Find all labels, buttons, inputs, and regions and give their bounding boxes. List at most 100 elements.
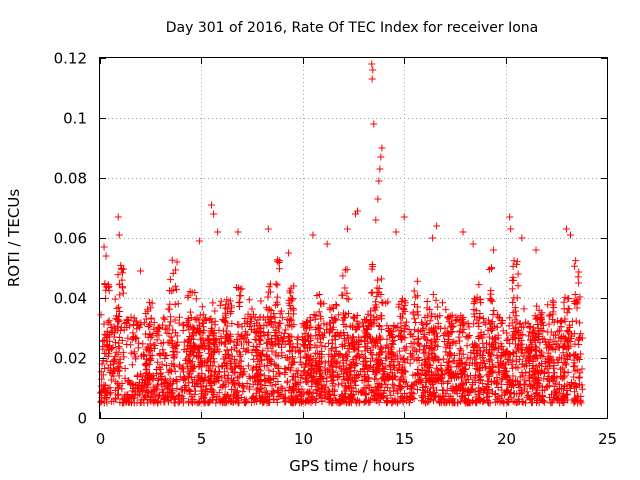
data-point [117, 261, 125, 269]
data-point [456, 359, 464, 367]
data-point [329, 382, 337, 390]
data-point [560, 358, 568, 366]
data-point [313, 362, 321, 370]
data-point [464, 319, 472, 327]
data-point [114, 350, 122, 358]
data-point [521, 376, 529, 384]
data-point [272, 280, 280, 288]
data-point [546, 343, 554, 351]
data-point [174, 300, 182, 308]
data-point [571, 262, 579, 270]
data-point [286, 341, 294, 349]
data-point [307, 369, 315, 377]
data-point [464, 399, 472, 407]
data-point [549, 301, 557, 309]
data-point [571, 367, 579, 375]
data-point [301, 363, 309, 371]
data-point [100, 243, 108, 251]
data-point [389, 375, 397, 383]
data-point [221, 353, 229, 361]
data-point [395, 303, 403, 311]
data-point [392, 398, 400, 406]
data-point [456, 345, 464, 353]
data-point [250, 355, 258, 363]
data-point [572, 350, 580, 358]
data-point [133, 372, 141, 380]
data-point [221, 340, 229, 348]
data-point [113, 304, 121, 312]
data-point [414, 354, 422, 362]
data-point [462, 333, 470, 341]
data-point [239, 388, 247, 396]
data-point [377, 290, 385, 298]
data-point [414, 311, 422, 319]
data-point [453, 390, 461, 398]
data-point [216, 301, 224, 309]
data-point [411, 379, 419, 387]
data-point [267, 313, 275, 321]
data-point [489, 361, 497, 369]
data-point [104, 318, 112, 326]
data-point [350, 361, 358, 369]
data-point [485, 393, 493, 401]
data-point [426, 317, 434, 325]
data-point [554, 328, 562, 336]
data-point [158, 360, 166, 368]
data-point [400, 395, 408, 403]
data-point [575, 279, 583, 287]
y-tick-label: 0 [77, 410, 87, 428]
data-point [302, 325, 310, 333]
data-point [243, 318, 251, 326]
data-point [275, 328, 283, 336]
data-point [221, 359, 229, 367]
data-point [351, 344, 359, 352]
y-tick-label: 0.12 [54, 50, 87, 68]
data-point [116, 291, 124, 299]
data-point [550, 318, 558, 326]
data-point [195, 363, 203, 371]
data-point [397, 385, 405, 393]
data-point [392, 352, 400, 360]
data-point [576, 369, 584, 377]
data-point [385, 361, 393, 369]
data-point [210, 335, 218, 343]
data-point [492, 335, 500, 343]
data-point [431, 313, 439, 321]
data-point [278, 343, 286, 351]
data-point [579, 385, 587, 393]
data-point [372, 303, 380, 311]
data-point [440, 332, 448, 340]
data-point [187, 339, 195, 347]
data-point [469, 396, 477, 404]
data-point [150, 325, 158, 333]
data-point [160, 394, 168, 402]
data-point [330, 356, 338, 364]
data-point [509, 298, 517, 306]
data-point [487, 377, 495, 385]
data-point [311, 315, 319, 323]
data-point [359, 366, 367, 374]
data-point [121, 364, 129, 372]
data-point [482, 363, 490, 371]
data-point [487, 264, 495, 272]
data-point [273, 398, 281, 406]
y-tick-label: 0.06 [54, 230, 87, 248]
data-point [167, 389, 175, 397]
data-point [383, 341, 391, 349]
data-point [387, 391, 395, 399]
data-point [99, 345, 107, 353]
data-point [309, 389, 317, 397]
data-point [254, 365, 262, 373]
data-point [492, 390, 500, 398]
data-point [329, 353, 337, 361]
data-point [229, 368, 237, 376]
data-point [352, 381, 360, 389]
data-point [438, 374, 446, 382]
data-point [545, 312, 553, 320]
data-point [410, 287, 418, 295]
data-point [121, 320, 129, 328]
data-point [202, 317, 210, 325]
data-point [195, 237, 203, 245]
data-point [317, 366, 325, 374]
data-point [393, 367, 401, 375]
